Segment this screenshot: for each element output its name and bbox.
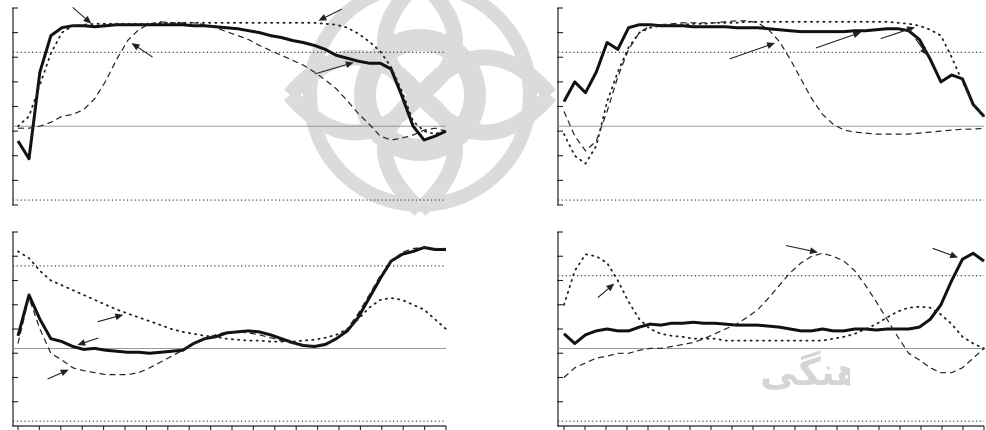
series-line-solid [16, 23, 447, 161]
annotation-arrow [597, 283, 615, 299]
annotation-arrow [77, 337, 99, 346]
annotation-arrow [318, 8, 342, 21]
annotation-arrow [72, 6, 92, 24]
series-line-solid [562, 23, 986, 118]
annotation-arrow [47, 369, 69, 380]
watermark: پژوهشگاه علوم انسانی و مطالعات فرهنگی [283, 0, 850, 395]
annotation-arrow [880, 26, 916, 40]
watermark-emblem [283, 0, 557, 216]
series-line-dotted [17, 21, 447, 136]
series-line-dotted [17, 250, 447, 343]
annotation-arrow [785, 244, 818, 255]
chart-panel-bottom-left [12, 231, 447, 430]
series-line-solid [16, 246, 446, 355]
series-line-dotted [563, 20, 985, 165]
annotation-arrow [915, 38, 928, 56]
chart-panel-bottom-right [557, 231, 985, 430]
annotation-arrow [729, 42, 776, 60]
chart-panel-top-left [12, 6, 447, 206]
series-line-dashed [17, 246, 446, 376]
series-line-dashed [563, 252, 985, 378]
series-line-dashed [18, 21, 447, 141]
series-line-solid [562, 251, 985, 345]
annotation-arrow [131, 43, 153, 58]
annotation-arrow [815, 31, 862, 49]
annotation-arrow [932, 247, 959, 259]
annotation-arrow [97, 313, 124, 323]
chart-panel-top-right [557, 7, 986, 206]
watermark-text: پژوهشگاه علوم انسانی و مطالعات فرهنگی [760, 350, 850, 395]
series-line-dotted [563, 253, 985, 350]
annotation-arrow [314, 61, 354, 75]
